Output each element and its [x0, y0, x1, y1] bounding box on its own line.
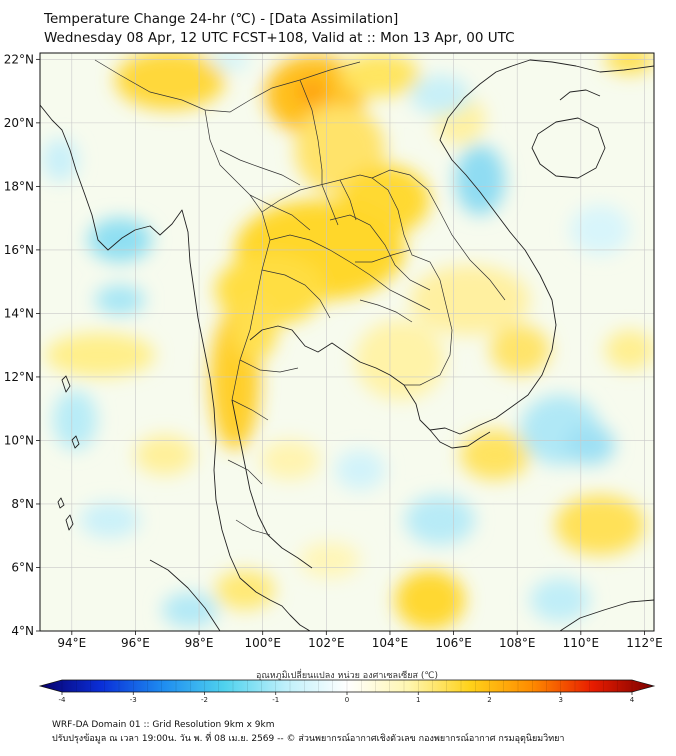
map-subtitle: Wednesday 08 Apr, 12 UTC FCST+108, Valid… [44, 30, 515, 46]
lon-tick-label: 96°E [121, 636, 150, 650]
map-title: Temperature Change 24-hr (℃) - [Data Ass… [44, 11, 399, 27]
gridlines [40, 53, 654, 631]
lat-tick-label: 16°N [4, 243, 34, 257]
footer-line-model: WRF-DA Domain 01 :: Grid Resolution 9km … [52, 720, 275, 730]
lon-tick-label: 106°E [435, 636, 472, 650]
colorbar-tick-label: -3 [130, 696, 137, 704]
lat-tick-label: 20°N [4, 116, 34, 130]
map-frame [39, 52, 655, 632]
lon-tick-label: 98°E [185, 636, 214, 650]
lon-tick-label: 112°E [626, 636, 663, 650]
lat-tick-label: 10°N [4, 433, 34, 447]
borders [94, 59, 506, 536]
lat-tick-label: 4°N [11, 624, 34, 638]
lon-tick-label: 108°E [499, 636, 536, 650]
longitude-axis: 94°E 96°E 98°E 100°E 102°E 104°E 106°E 108°E 110… [57, 631, 663, 650]
lat-tick-label: 14°N [4, 306, 34, 320]
colorbar-ticks: -4 -3 -2 -1 0 1 2 3 4 [59, 692, 635, 704]
lat-tick-label: 6°N [11, 560, 34, 574]
colorbar-tick-label: -1 [272, 696, 279, 704]
lat-tick-label: 8°N [11, 497, 34, 511]
footer: WRF-DA Domain 01 :: Grid Resolution 9km … [52, 718, 565, 746]
colorbar-tick-label: 2 [487, 696, 491, 704]
coastlines [40, 59, 654, 631]
footer-line-credit: ปรับปรุงข้อมูล ณ เวลา 19:00น. วัน พ. ที่… [52, 734, 565, 744]
colorbar-tick-label: 3 [559, 696, 563, 704]
title-block: Temperature Change 24-hr (℃) - [Data Ass… [44, 10, 515, 48]
lon-tick-label: 102°E [308, 636, 345, 650]
colorbar-tick-label: 4 [630, 696, 635, 704]
colorbar-tick-label: 0 [345, 696, 349, 704]
lon-tick-label: 110°E [563, 636, 600, 650]
lon-tick-label: 94°E [57, 636, 86, 650]
colorbar-divisions [61, 680, 633, 692]
temperature-field [40, 53, 654, 631]
colorbar: -4 -3 -2 -1 0 1 2 3 4 [38, 679, 656, 704]
colorbar-label: อุณหภูมิเปลี่ยนแปลง หน่วย องศาเซลเซียส (… [255, 671, 439, 681]
lat-tick-label: 12°N [4, 370, 34, 384]
colorbar-tick-label: 1 [416, 696, 420, 704]
latitude-axis: 22°N 20°N 18°N 16°N 14°N 12°N 10°N 8°N 6°N 4°N [4, 52, 40, 638]
lon-tick-label: 100°E [244, 636, 281, 650]
colorbar-tick-label: -4 [59, 696, 67, 704]
colorbar-tick-label: -2 [201, 696, 208, 704]
lat-tick-label: 18°N [4, 179, 34, 193]
lat-tick-label: 22°N [4, 52, 34, 66]
lon-tick-label: 104°E [372, 636, 409, 650]
